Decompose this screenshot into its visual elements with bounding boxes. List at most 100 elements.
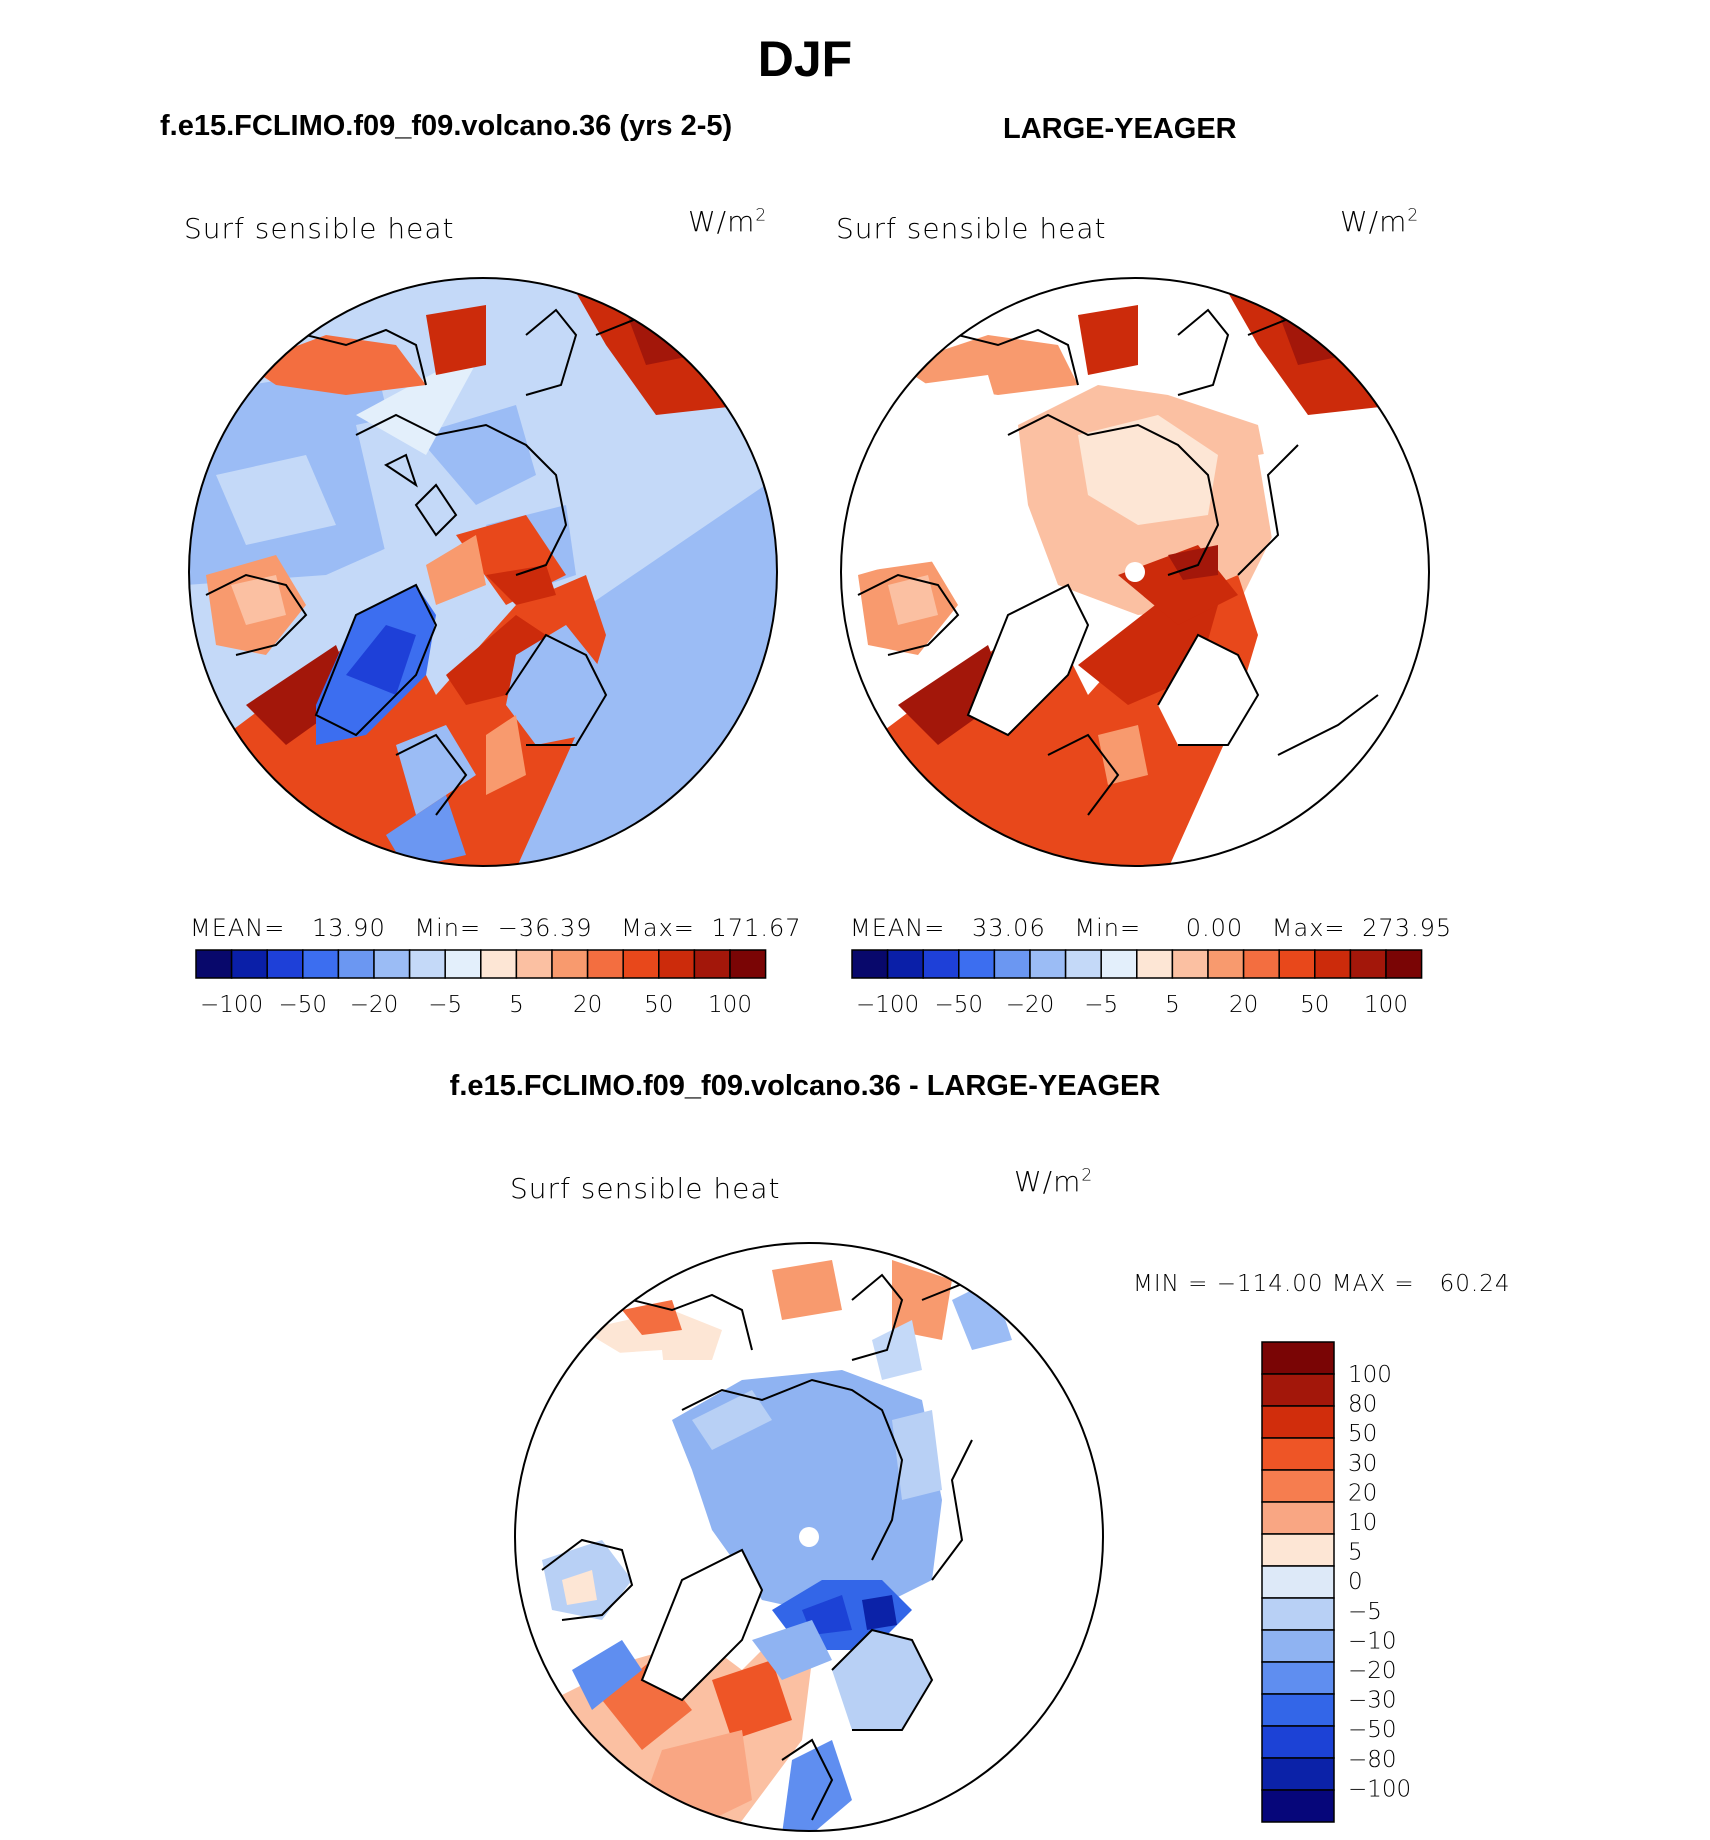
left-max-label: Max= <box>621 914 695 942</box>
left-colorbar-swatch <box>444 949 482 979</box>
diff-colorbar-tick-label: −80 <box>1348 1747 1397 1773</box>
left-colorbar-swatch <box>515 949 553 979</box>
right-colorbar: −100 −50 −20 −5 5 20 50 100 <box>851 949 1423 1018</box>
left-colorbar-swatch <box>729 949 767 979</box>
diff-colorbar-tick-label: 100 <box>1348 1362 1392 1388</box>
right-colorbar-swatch <box>1385 949 1423 979</box>
left-colorbar-swatch <box>337 949 375 979</box>
diff-colorbar-swatch <box>1261 1437 1335 1471</box>
right-colorbar-tick-label: −20 <box>1006 992 1055 1018</box>
diff-colorbar-swatch <box>1261 1789 1335 1823</box>
right-colorbar-swatch <box>1029 949 1067 979</box>
right-variable-label: Surf sensible heat <box>836 212 1107 245</box>
right-colorbar-tick-label: 20 <box>1229 992 1258 1018</box>
diff-colorbar-swatch <box>1261 1533 1335 1567</box>
left-colorbar-tick-label: 5 <box>509 992 524 1018</box>
left-colorbar-tick-label: −50 <box>279 992 328 1018</box>
right-colorbar-tick-label: 100 <box>1364 992 1408 1018</box>
left-colorbar-swatch <box>586 949 624 979</box>
right-colorbar-swatch <box>1171 949 1209 979</box>
right-colorbar-swatch <box>1100 949 1138 979</box>
left-colorbar-swatch <box>480 949 518 979</box>
diff-colorbar-swatch <box>1261 1469 1335 1503</box>
right-colorbar-swatch <box>1064 949 1102 979</box>
right-max-value: 273.95 <box>1362 914 1453 942</box>
diff-panel-title: f.e15.FCLIMO.f09_f09.volcano.36 - LARGE-… <box>449 1070 1161 1102</box>
left-max-value: 171.67 <box>711 914 802 942</box>
diff-colorbar-tick-label: −100 <box>1348 1776 1411 1802</box>
left-mean-value: 13.90 <box>312 914 386 942</box>
right-colorbar-tick-label: 5 <box>1165 992 1180 1018</box>
diff-polar-map <box>514 1242 1104 1832</box>
diff-colorbar-swatch <box>1261 1405 1335 1439</box>
left-colorbar-swatch <box>302 949 340 979</box>
left-colorbar-tick-label: −5 <box>428 992 462 1018</box>
left-variable-label: Surf sensible heat <box>184 212 455 245</box>
left-colorbar-swatch <box>693 949 731 979</box>
left-colorbar-swatch <box>373 949 411 979</box>
diff-colorbar-swatch <box>1261 1693 1335 1727</box>
diff-minmax-text: MIN = −114.00 MAX = 60.24 <box>1133 1271 1511 1297</box>
left-mean-label: MEAN= <box>190 914 286 942</box>
right-colorbar-swatch <box>993 949 1031 979</box>
right-colorbar-tick-label: 50 <box>1300 992 1329 1018</box>
left-polar-map <box>188 277 778 867</box>
right-colorbar-swatch <box>1136 949 1174 979</box>
diff-colorbar-swatch <box>1261 1629 1335 1663</box>
diff-units-label: W/m2 <box>1014 1165 1094 1198</box>
diff-colorbar-tick-label: 30 <box>1348 1451 1377 1477</box>
right-colorbar-tick-label: −5 <box>1084 992 1118 1018</box>
left-colorbar-swatch <box>266 949 304 979</box>
diff-colorbar-tick-label: 0 <box>1348 1569 1363 1595</box>
left-colorbar-swatch <box>658 949 696 979</box>
diff-colorbar-swatch <box>1261 1661 1335 1695</box>
right-colorbar-swatch <box>1278 949 1316 979</box>
left-colorbar: −100 −50 −20 −5 5 20 50 100 <box>195 949 767 1018</box>
right-colorbar-swatch <box>1349 949 1387 979</box>
diff-colorbar-tick-label: −30 <box>1348 1688 1397 1714</box>
left-colorbar-swatch <box>408 949 446 979</box>
left-colorbar-swatch <box>195 949 233 979</box>
right-colorbar-tick-label: −100 <box>856 992 919 1018</box>
left-colorbar-swatch <box>551 949 589 979</box>
diff-colorbar-swatch <box>1261 1757 1335 1791</box>
left-stats: MEAN= 13.90 Min= −36.39 Max= 171.67 <box>190 914 802 942</box>
right-colorbar-tick-label: −50 <box>935 992 984 1018</box>
left-colorbar-tick-label: 20 <box>573 992 602 1018</box>
right-units-label: W/m2 <box>1340 205 1420 238</box>
left-min-label: Min= <box>414 914 482 942</box>
right-min-value: 0.00 <box>1185 914 1244 942</box>
diff-colorbar-swatch <box>1261 1597 1335 1631</box>
left-units-label: W/m2 <box>688 205 768 238</box>
right-stats: MEAN= 33.06 Min= 0.00 Max= 273.95 <box>850 914 1452 942</box>
right-colorbar-swatch <box>886 949 924 979</box>
right-colorbar-swatch <box>1242 949 1280 979</box>
season-title: DJF <box>757 31 853 87</box>
diff-colorbar-tick-label: 80 <box>1348 1392 1377 1418</box>
right-polar-map <box>840 277 1430 867</box>
right-colorbar-swatch <box>851 949 889 979</box>
left-colorbar-swatch <box>230 949 268 979</box>
diff-colorbar-tick-label: 10 <box>1348 1510 1377 1536</box>
right-mean-value: 33.06 <box>972 914 1046 942</box>
left-colorbar-tick-label: −100 <box>200 992 263 1018</box>
left-min-value: −36.39 <box>497 914 593 942</box>
right-colorbar-swatch <box>922 949 960 979</box>
diff-colorbar-tick-label: 20 <box>1348 1480 1377 1506</box>
right-colorbar-swatch <box>1207 949 1245 979</box>
diff-colorbar-tick-label: −5 <box>1348 1599 1382 1625</box>
diff-colorbar-swatch <box>1261 1565 1335 1599</box>
left-colorbar-tick-label: −20 <box>350 992 399 1018</box>
right-min-label: Min= <box>1074 914 1142 942</box>
left-colorbar-tick-label: 50 <box>644 992 673 1018</box>
diff-colorbar-swatch <box>1261 1501 1335 1535</box>
diff-colorbar-swatch <box>1261 1341 1335 1375</box>
right-colorbar-swatch <box>1314 949 1352 979</box>
diff-colorbar-swatch <box>1261 1725 1335 1759</box>
diff-colorbar-tick-label: −20 <box>1348 1658 1397 1684</box>
left-colorbar-swatch <box>622 949 660 979</box>
right-panel-title: LARGE-YEAGER <box>1003 113 1237 145</box>
diff-variable-label: Surf sensible heat <box>510 1172 781 1205</box>
right-mean-label: MEAN= <box>850 914 946 942</box>
